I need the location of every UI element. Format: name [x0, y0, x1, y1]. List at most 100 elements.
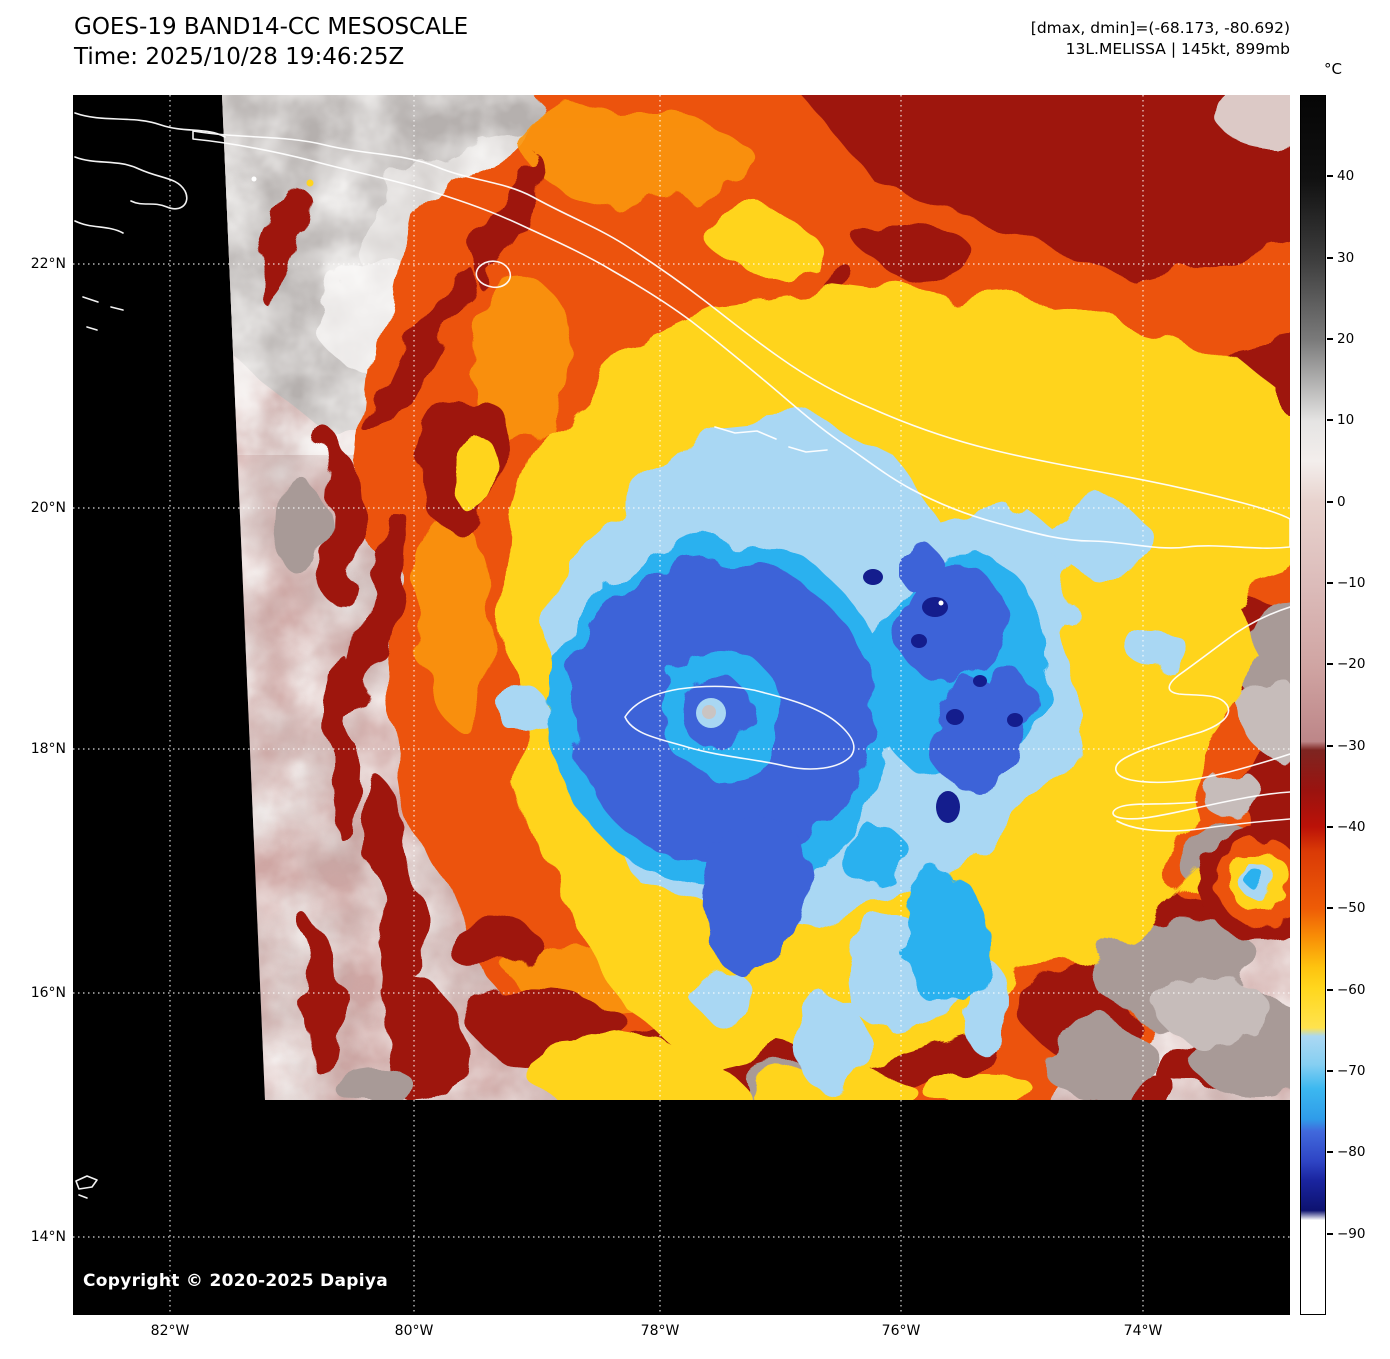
lat-tick-label: 18°N — [30, 741, 66, 757]
figure-timestamp: Time: 2025/10/28 19:46:25Z — [74, 44, 405, 70]
figure-header: GOES-19 BAND14-CC MESOSCALE Time: 2025/1… — [74, 12, 468, 72]
cloud-blob — [890, 541, 940, 585]
colorbar-tick-label: −80 — [1337, 1144, 1366, 1160]
colorbar-tick-mark — [1327, 826, 1333, 828]
cloud-blob — [797, 999, 873, 1095]
cloud-blob — [1130, 628, 1186, 672]
cloud-blob — [420, 525, 496, 725]
colorbar-tick-mark — [1327, 338, 1333, 340]
lon-tick-label: 78°W — [640, 1323, 680, 1339]
warm-gray-patches-light — [1158, 675, 1290, 1045]
hurricane-eye — [681, 677, 753, 749]
cloud-blob — [528, 110, 748, 200]
cloud-blob — [278, 475, 318, 575]
colorbar-tick-mark — [1327, 175, 1333, 177]
warm-patch-ne-corner — [1218, 95, 1290, 150]
storm-readout: 13L.MELISSA | 145kt, 899mb — [1065, 40, 1290, 58]
colorbar-tick-mark — [1327, 257, 1333, 259]
colorbar-unit-label: °C — [1324, 60, 1342, 78]
colorbar-tick-label: −60 — [1337, 982, 1366, 998]
colorbar-tick-label: 10 — [1337, 412, 1355, 428]
colorbar-tick-mark — [1327, 907, 1333, 909]
cold-speck — [306, 179, 314, 187]
data-sector — [222, 95, 1290, 1100]
cloud-blob — [688, 965, 748, 1015]
colorbar-tick-mark — [1327, 501, 1333, 503]
cloud-blob — [1158, 975, 1268, 1045]
small-storm-east — [1199, 827, 1290, 939]
gridlines — [73, 95, 1290, 1315]
cloud-blob — [1040, 505, 1150, 569]
coldest-pixel — [938, 600, 944, 606]
colorbar-tick-label: −40 — [1337, 819, 1366, 835]
lon-tick-label: 74°W — [1123, 1323, 1163, 1339]
colorbar-tick-label: 0 — [1337, 494, 1346, 510]
cloud-blob — [347, 512, 409, 738]
cloud-blob — [1246, 870, 1266, 890]
coastline-jamaica — [624, 685, 855, 770]
coastline-hispaniola — [1115, 606, 1290, 784]
lat-tick-label: 22°N — [30, 256, 66, 272]
lat-tick-label: 20°N — [30, 500, 66, 516]
colorbar-tick-label: −90 — [1337, 1226, 1366, 1242]
lon-tick-label: 80°W — [394, 1323, 434, 1339]
coastlines — [74, 112, 1290, 1199]
figure-title: GOES-19 BAND14-CC MESOSCALE — [74, 14, 469, 40]
cloud-blob — [854, 218, 982, 282]
colorbar-tick-label: −50 — [1337, 900, 1366, 916]
colorbar-tick-label: −10 — [1337, 575, 1366, 591]
cloud-blob — [896, 561, 1006, 685]
coastline-cuba-west — [74, 156, 188, 210]
coastline-hispaniola — [1112, 791, 1290, 832]
lon-tick-label: 76°W — [881, 1323, 921, 1339]
cloud-blob — [367, 776, 423, 1024]
colorbar-gradient — [1300, 95, 1326, 1315]
cloud-blob — [510, 685, 546, 745]
cloud-blob — [303, 928, 333, 1072]
eyewall-ring — [569, 561, 873, 865]
lat-tick-label: 14°N — [30, 1229, 66, 1245]
colorbar-tick-mark — [1327, 663, 1333, 665]
colorbar-tick-mark — [1327, 582, 1333, 584]
cloud-blob — [711, 217, 815, 269]
cloud-blob — [838, 825, 908, 885]
cloud-blob — [773, 95, 1290, 280]
cloud-blob — [1203, 770, 1263, 820]
cloud-blob — [811, 263, 855, 287]
colorbar-tick-label: −30 — [1337, 738, 1366, 754]
cold-speck — [251, 176, 257, 182]
coastline-cuba-west — [74, 220, 124, 234]
coastline-cays — [714, 426, 828, 453]
eye-center — [702, 705, 716, 719]
cloud-blob — [368, 261, 468, 439]
colorbar-tick-mark — [1327, 419, 1333, 421]
coastline-isle-of-youth — [475, 260, 511, 289]
colorbar-tick-mark — [1327, 989, 1333, 991]
cloud-blob — [1040, 1022, 1156, 1098]
cloud-blob — [1245, 675, 1290, 755]
lat-tick-label: 16°N — [30, 985, 66, 1001]
colorbar-tick-label: 20 — [1337, 331, 1355, 347]
cold-speck — [863, 569, 883, 585]
coastline-cays — [82, 296, 124, 331]
cloud-blob — [923, 1068, 1033, 1100]
cloud-blob — [903, 872, 987, 1008]
colorbar-tick-label: 40 — [1337, 168, 1355, 184]
cold-speck — [922, 597, 948, 617]
cloud-blob — [519, 1041, 747, 1100]
colorbar-tick-label: 30 — [1337, 250, 1355, 266]
cloud-blob — [991, 670, 1031, 720]
figure-meta: [dmax, dmin]=(-68.173, -80.692) 13L.MELI… — [1031, 18, 1290, 60]
cloud-blob — [702, 813, 808, 977]
cloud-blob — [258, 188, 308, 302]
colorbar-tick-mark — [1327, 1070, 1333, 1072]
cloud-blob — [450, 924, 546, 976]
lon-tick-label: 82°W — [150, 1323, 190, 1339]
cloud-blob — [456, 440, 506, 520]
cold-speck — [1007, 713, 1023, 727]
dmax-dmin-readout: [dmax, dmin]=(-68.173, -80.692) — [1030, 19, 1290, 37]
coastline-islet-southwest — [75, 1175, 98, 1199]
cold-speck — [973, 675, 987, 687]
coastline-cuba — [192, 130, 1290, 549]
yellow-fingers — [456, 217, 1033, 1100]
